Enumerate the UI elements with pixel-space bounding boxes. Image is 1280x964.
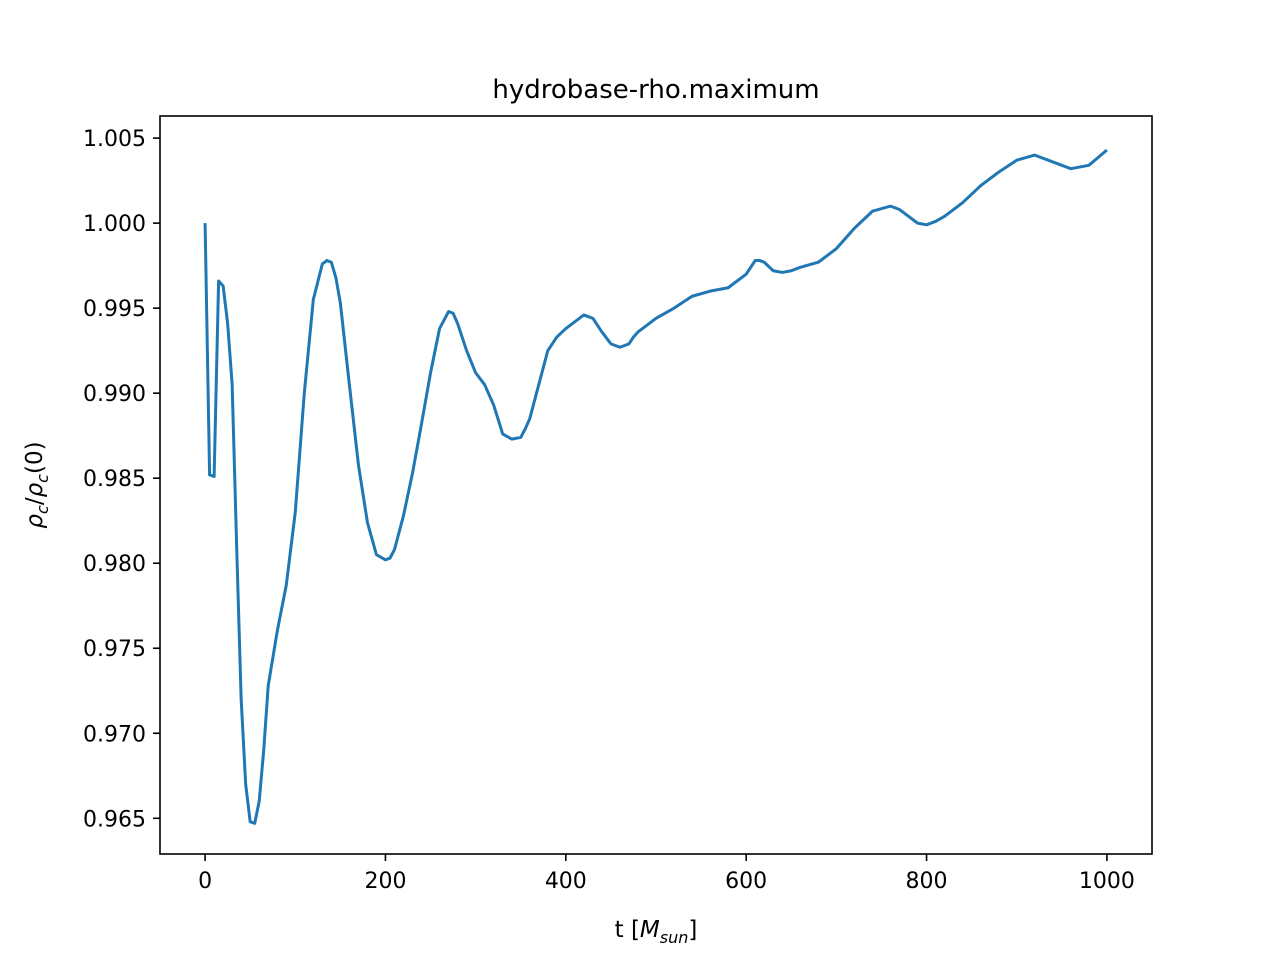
x-tick-label: 600 <box>725 869 767 894</box>
y-tick-label: 0.965 <box>83 807 146 832</box>
y-axis-label-rho-2: ρ <box>22 482 48 497</box>
x-axis-label-main: M <box>640 917 660 943</box>
y-axis-ticks: 0.965 0.970 0.975 0.980 0.985 0.990 0.995 1.000… <box>83 127 160 832</box>
y-tick-label: 0.995 <box>83 297 146 322</box>
x-axis-label-subscript: sun <box>660 928 689 947</box>
x-axis-ticks: 0 200 400 600 800 1000 <box>198 854 1135 894</box>
x-axis-label-prefix: t [ <box>615 917 640 943</box>
y-tick-label: 1.005 <box>83 127 146 152</box>
y-axis-label-suffix: (0) <box>22 441 48 474</box>
series-line <box>203 148 1108 825</box>
x-tick-label: 1000 <box>1079 869 1135 894</box>
x-tick-label: 800 <box>906 869 948 894</box>
x-axis-label: t [Msun] <box>615 917 698 947</box>
series-layer <box>203 148 1108 825</box>
y-tick-label: 0.980 <box>83 552 146 577</box>
y-axis-label: ρc/ρc(0) <box>22 441 52 528</box>
y-axis-label-sub-2: c <box>33 474 52 483</box>
y-tick-label: 0.970 <box>83 722 146 747</box>
y-tick-label: 0.985 <box>83 467 146 492</box>
y-axis-label-slash: / <box>22 497 48 505</box>
x-tick-label: 200 <box>364 869 406 894</box>
y-tick-label: 1.000 <box>83 212 146 237</box>
x-tick-label: 400 <box>545 869 587 894</box>
chart-title: hydrobase-rho.maximum <box>492 75 819 105</box>
y-axis-label-sub-1: c <box>33 505 52 514</box>
y-tick-label: 0.990 <box>83 382 146 407</box>
y-tick-label: 0.975 <box>83 637 146 662</box>
y-axis-label-rho-1: ρ <box>22 514 48 529</box>
x-tick-label: 0 <box>198 869 212 894</box>
plot-area-frame <box>159 115 1153 855</box>
x-axis-label-suffix: ] <box>688 917 697 943</box>
